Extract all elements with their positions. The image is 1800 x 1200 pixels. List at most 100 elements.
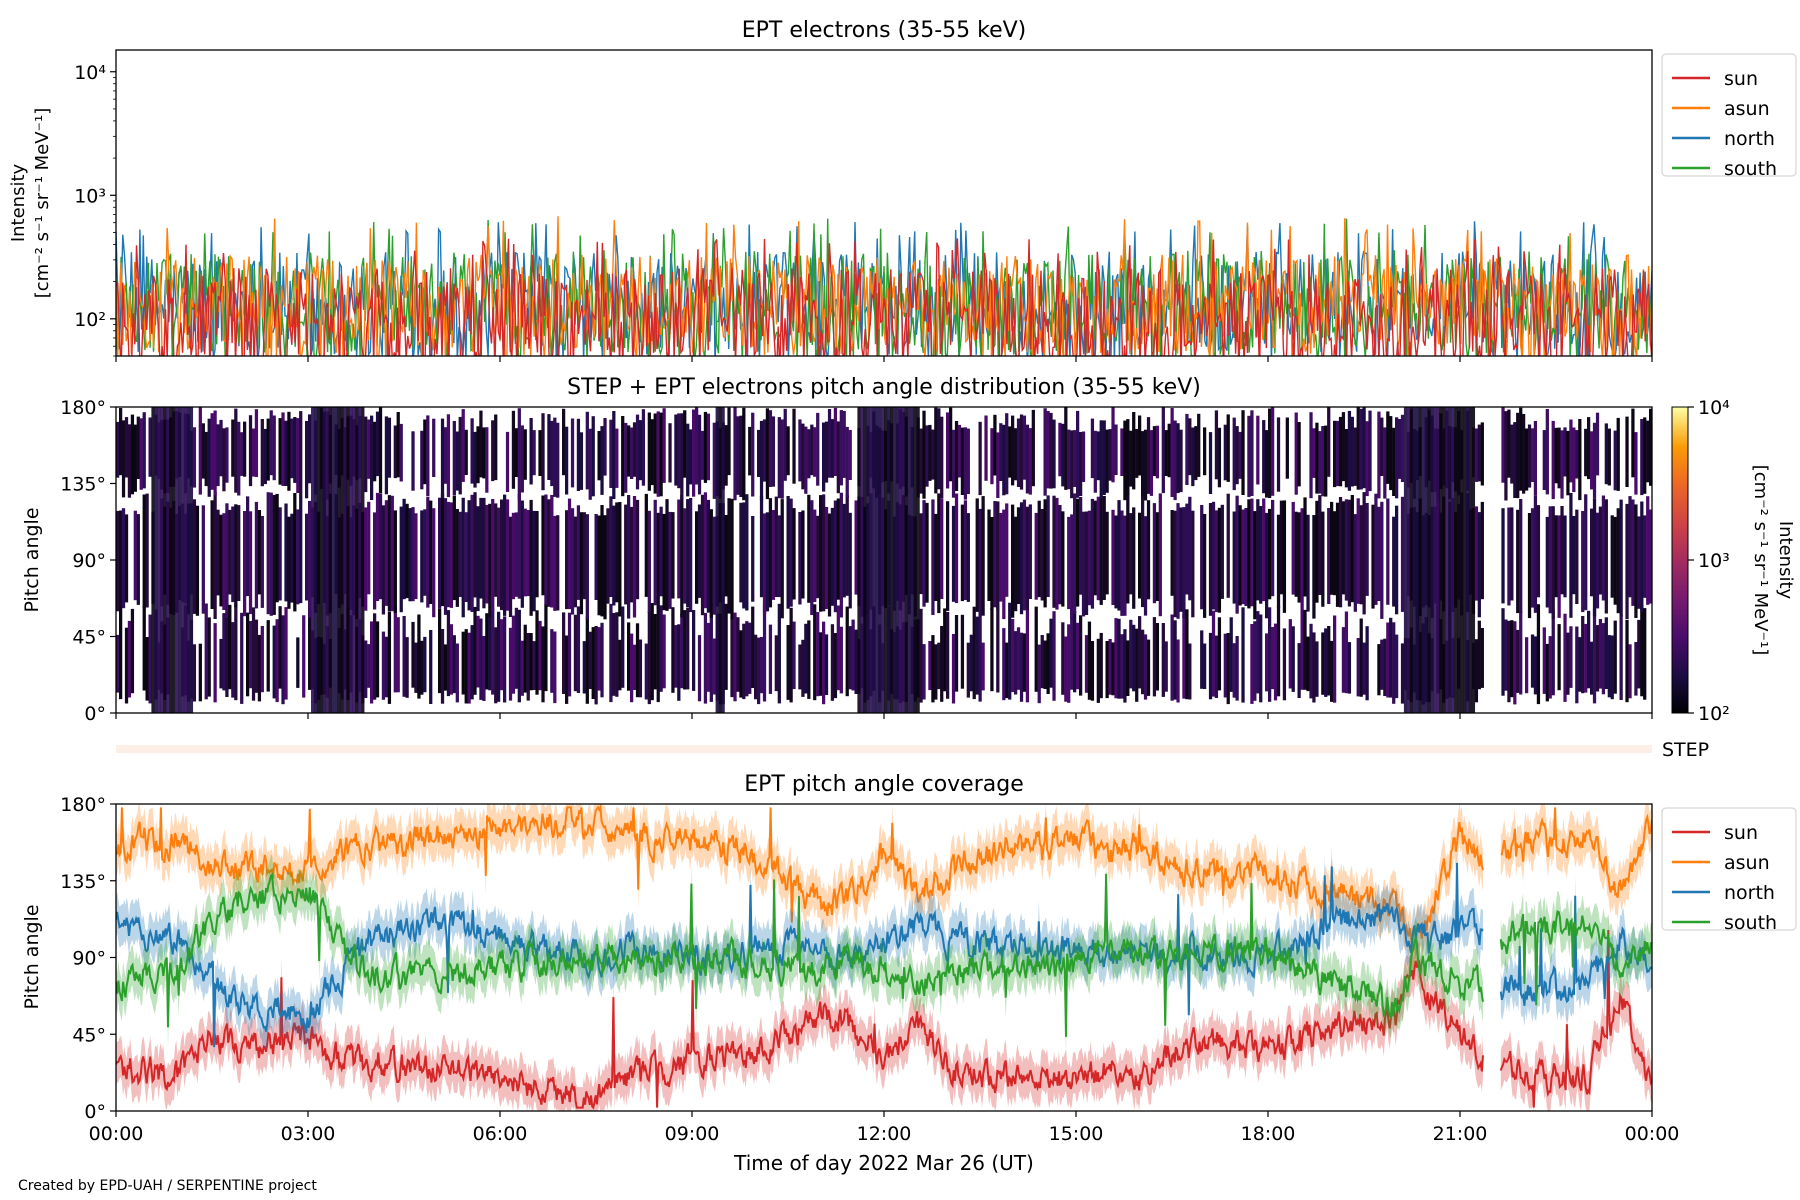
heatmap-cell xyxy=(1315,641,1319,697)
heatmap-cell xyxy=(1439,407,1443,713)
heatmap-cell xyxy=(127,424,132,498)
heatmap-cell xyxy=(1604,617,1608,689)
heatmap-cell xyxy=(786,426,790,476)
heatmap-cell xyxy=(1338,497,1343,608)
heatmap-cell xyxy=(934,513,938,601)
heatmap-cell xyxy=(275,493,279,603)
heatmap-cell xyxy=(801,639,805,697)
heatmap-cell xyxy=(1028,428,1032,495)
heatmap-cell xyxy=(1383,427,1387,499)
heatmap-cell xyxy=(396,617,400,693)
heatmap-cell xyxy=(151,407,155,713)
shared-x-tick-marks xyxy=(115,356,1653,719)
heatmap-cell xyxy=(745,494,749,611)
heatmap-cell xyxy=(816,412,820,486)
heatmap-cell xyxy=(263,428,267,485)
heatmap-cell xyxy=(1359,408,1363,490)
heatmap-cell xyxy=(222,613,226,691)
heatmap-cell xyxy=(1108,429,1112,481)
heatmap-cell xyxy=(346,407,350,713)
heatmap-cell xyxy=(1123,515,1127,616)
heatmap-cell xyxy=(482,636,486,701)
heatmap-cell xyxy=(709,509,713,618)
heatmap-cell xyxy=(1324,628,1328,697)
x-axis-label: Time of day 2022 Mar 26 (UT) xyxy=(733,1151,1034,1175)
heatmap-cell xyxy=(1392,516,1396,607)
heatmap-cell xyxy=(683,410,687,478)
heatmap-cell xyxy=(662,614,666,689)
heatmap-cell xyxy=(313,407,318,713)
heatmap-cell xyxy=(1188,643,1192,700)
heatmap-cell xyxy=(780,419,784,499)
heatmap-cell xyxy=(1516,629,1520,693)
heatmap-cell xyxy=(1203,643,1207,689)
heatmap-cell xyxy=(951,429,956,498)
heatmap-cell xyxy=(1335,420,1340,487)
heatmap-cell xyxy=(1338,416,1343,487)
heatmap-cell xyxy=(736,416,740,495)
heatmap-cell xyxy=(373,512,377,610)
heatmap-cell xyxy=(996,604,1000,693)
heatmap-cell xyxy=(984,415,988,481)
heatmap-cell xyxy=(960,614,965,689)
heatmap-cell xyxy=(570,418,575,488)
heatmap-cell xyxy=(1595,625,1600,692)
heatmap-cell xyxy=(260,516,264,608)
heatmap-cell xyxy=(940,498,944,599)
heatmap-cell xyxy=(1273,623,1278,701)
heatmap-cell xyxy=(1327,508,1331,604)
heatmap-cell xyxy=(1341,412,1346,482)
heatmap-cell xyxy=(1132,507,1136,609)
heatmap-cell xyxy=(689,498,693,613)
heatmap-cell xyxy=(712,422,716,499)
heatmap-cell xyxy=(225,427,229,483)
heatmap-cell xyxy=(1099,632,1103,699)
heatmap-cell xyxy=(195,505,200,616)
heatmap-cell xyxy=(556,515,560,611)
heatmap-cell xyxy=(491,608,495,695)
heatmap-cell xyxy=(615,502,619,603)
heatmap-cell xyxy=(1073,430,1077,487)
heatmap-cell xyxy=(1442,407,1446,713)
heatmap-cell xyxy=(1253,621,1257,701)
heatmap-cell xyxy=(919,513,923,595)
heatmap-cell xyxy=(630,427,634,479)
heatmap-cell xyxy=(1501,508,1505,604)
heatmap-cell xyxy=(721,407,725,713)
heatmap-cell xyxy=(588,631,592,689)
heatmap-cell xyxy=(677,624,681,701)
heatmap-cell xyxy=(216,424,220,487)
heatmap-cell xyxy=(119,605,123,700)
heatmap-cell xyxy=(399,423,403,482)
heatmap-cell xyxy=(686,499,690,608)
colorbar-label: Intensity xyxy=(1775,521,1796,600)
heatmap-cell xyxy=(1096,638,1100,703)
heatmap-cell xyxy=(884,407,888,713)
heatmap-cell xyxy=(1400,643,1405,704)
panel1-title: EPT electrons (35-55 keV) xyxy=(742,18,1027,43)
heatmap-cell xyxy=(464,429,468,475)
heatmap-cell xyxy=(1587,417,1591,480)
heatmap-cell xyxy=(1040,635,1044,689)
heatmap-cell xyxy=(216,509,220,596)
heatmap-cell xyxy=(774,635,778,692)
heatmap-cell xyxy=(1052,611,1056,701)
heatmap-cell xyxy=(1182,614,1186,699)
heatmap-cell xyxy=(1344,611,1349,694)
heatmap-cell xyxy=(1575,509,1579,604)
heatmap-cell xyxy=(503,616,507,703)
heatmap-cell xyxy=(830,419,835,478)
panel1-yunit: [cm⁻² s⁻¹ sr⁻¹ MeV⁻¹] xyxy=(32,108,53,299)
heatmap-cell xyxy=(305,513,309,601)
heatmap-cell xyxy=(659,506,663,597)
heatmap-cell xyxy=(1117,500,1121,611)
heatmap-cell xyxy=(562,408,566,476)
heatmap-cell xyxy=(1519,407,1523,491)
heatmap-cell xyxy=(706,499,711,613)
heatmap-cell xyxy=(1208,432,1213,494)
heatmap-cell xyxy=(706,622,711,692)
heatmap-cell xyxy=(278,418,282,485)
heatmap-cell xyxy=(231,506,235,603)
heatmap-cell xyxy=(848,626,852,690)
heatmap-cell xyxy=(1560,506,1564,595)
